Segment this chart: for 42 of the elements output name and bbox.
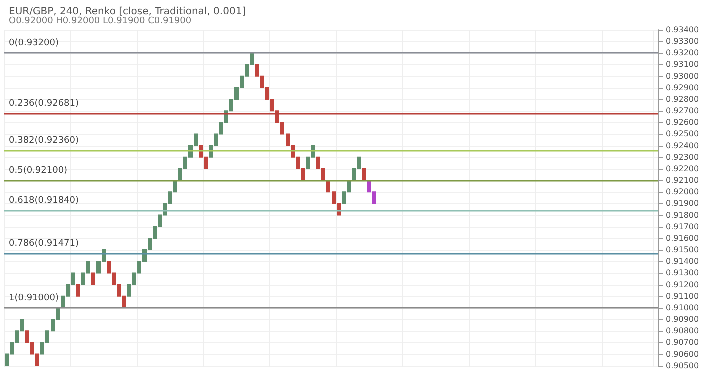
y-tick-label: 0.90500 (666, 361, 700, 370)
y-tick-label: 0.92800 (666, 94, 700, 104)
y-tick-label: 0.92100 (666, 176, 700, 186)
ref-line-label: 0.786(0.91471) (9, 238, 80, 249)
y-tick-label: 0.90900 (666, 315, 700, 324)
y-tick-label: 0.91000 (666, 303, 700, 312)
y-tick-label: 0.93300 (666, 37, 700, 46)
y-tick-label: 0.92300 (666, 152, 700, 162)
ref-line-label: 0.618(0.91840) (9, 196, 80, 206)
y-tick-label: 0.92200 (666, 164, 700, 174)
y-tick-label: 0.93100 (666, 60, 700, 70)
candlestick (362, 168, 366, 182)
y-tick-label: 0.90600 (666, 350, 700, 359)
y-tick-label: 0.91700 (666, 222, 700, 232)
y-tick-label: 0.92900 (666, 83, 700, 92)
y-tick-label: 0.90700 (666, 338, 700, 348)
ref-line-label: 0.236(0.92681) (9, 98, 80, 109)
y-tick-label: 0.92600 (666, 118, 700, 128)
y-tick-label: 0.92500 (666, 130, 700, 139)
ref-line-label: 0.5(0.92100) (9, 166, 68, 176)
y-tick-label: 0.91900 (666, 199, 700, 208)
candlestick (91, 272, 95, 286)
ref-line-label: 0(0.93200) (9, 38, 59, 49)
ref-line-label: 0.382(0.92360) (9, 136, 80, 146)
y-tick-label: 0.93400 (666, 26, 700, 34)
candlestick (76, 284, 80, 297)
chart-title: EUR/GBP, 240, Renko [close, Traditional, 0.001] (9, 6, 246, 18)
y-tick-label: 0.91800 (666, 210, 700, 220)
ref-line-label: 1(0.91000) (9, 293, 59, 304)
y-tick-label: 0.91400 (666, 257, 700, 266)
y-tick-label: 0.92000 (666, 188, 700, 197)
y-tick-label: 0.92400 (666, 141, 700, 150)
y-tick-label: 0.92700 (666, 106, 700, 116)
y-tick-label: 0.91500 (666, 246, 700, 255)
y-tick-label: 0.91200 (666, 280, 700, 290)
y-tick-label: 0.91100 (666, 292, 700, 301)
y-tick-label: 0.93200 (666, 48, 700, 58)
y-tick-label: 0.91300 (666, 268, 700, 278)
chart-subtitle: O0.92000 H0.92000 L0.91900 C0.91900 (9, 16, 192, 26)
y-tick-label: 0.90800 (666, 326, 700, 336)
y-tick-label: 0.93000 (666, 72, 700, 81)
y-tick-label: 0.91600 (666, 234, 700, 243)
